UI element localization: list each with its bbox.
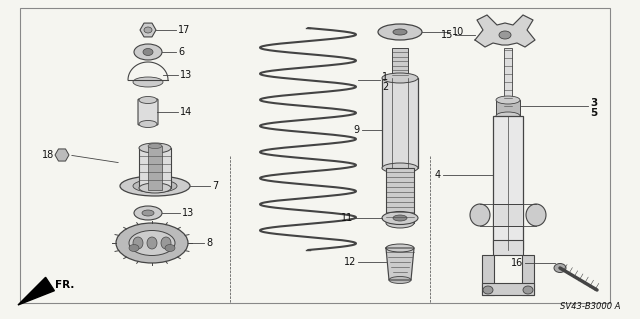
Ellipse shape [116, 223, 188, 263]
Ellipse shape [144, 27, 152, 33]
Bar [493, 204, 523, 226]
Ellipse shape [526, 204, 546, 226]
FancyBboxPatch shape [138, 99, 158, 125]
Ellipse shape [134, 206, 162, 220]
Ellipse shape [386, 244, 414, 252]
Text: FR.: FR. [55, 280, 74, 290]
Ellipse shape [386, 218, 414, 228]
Ellipse shape [139, 121, 157, 128]
Ellipse shape [129, 244, 139, 251]
Ellipse shape [142, 210, 154, 216]
Bar [504, 48, 512, 108]
Text: 4: 4 [435, 170, 441, 180]
Text: 14: 14 [180, 107, 192, 117]
Bar [392, 48, 408, 80]
Ellipse shape [139, 97, 157, 103]
Bar [496, 100, 520, 116]
Text: 11: 11 [340, 213, 353, 223]
Text: 16: 16 [511, 258, 523, 268]
Text: 13: 13 [182, 208, 195, 218]
Ellipse shape [496, 96, 520, 104]
Ellipse shape [554, 263, 566, 272]
Ellipse shape [165, 244, 175, 251]
Ellipse shape [382, 163, 418, 173]
Bar [493, 116, 523, 250]
Text: 5: 5 [590, 108, 597, 118]
Polygon shape [475, 15, 535, 47]
Ellipse shape [496, 112, 520, 120]
Bar [482, 283, 534, 295]
Ellipse shape [393, 29, 407, 35]
Text: 8: 8 [206, 238, 212, 248]
Ellipse shape [148, 144, 162, 149]
Text: 3: 3 [590, 98, 597, 108]
Bar [148, 146, 162, 190]
Ellipse shape [483, 286, 493, 294]
Ellipse shape [470, 204, 490, 226]
Ellipse shape [139, 183, 171, 193]
Polygon shape [386, 248, 414, 280]
Ellipse shape [147, 237, 157, 249]
Text: 9: 9 [354, 125, 360, 135]
Ellipse shape [382, 211, 418, 225]
Text: 17: 17 [178, 25, 190, 35]
Ellipse shape [499, 31, 511, 39]
Ellipse shape [523, 286, 533, 294]
Text: SV43-B3000 A: SV43-B3000 A [559, 302, 620, 311]
Text: 13: 13 [180, 70, 192, 80]
Bar [493, 240, 523, 255]
Bar [382, 78, 418, 168]
Text: 7: 7 [212, 181, 218, 191]
Ellipse shape [134, 44, 162, 60]
Text: 10: 10 [452, 27, 464, 37]
Ellipse shape [382, 73, 418, 83]
Text: 1: 1 [382, 72, 388, 82]
Ellipse shape [133, 237, 143, 249]
Ellipse shape [378, 24, 422, 40]
Ellipse shape [143, 48, 153, 56]
Bar [139, 148, 171, 188]
Text: 12: 12 [344, 257, 356, 267]
Polygon shape [18, 277, 54, 305]
Ellipse shape [389, 277, 411, 284]
Text: 18: 18 [42, 150, 54, 160]
Ellipse shape [129, 231, 175, 256]
Ellipse shape [133, 180, 177, 192]
Bar [386, 168, 414, 223]
Ellipse shape [139, 143, 171, 153]
Text: 15: 15 [440, 30, 453, 40]
Bar [522, 255, 534, 295]
Ellipse shape [161, 237, 171, 249]
Ellipse shape [133, 77, 163, 87]
Bar [482, 255, 494, 295]
Text: 6: 6 [178, 47, 184, 57]
Ellipse shape [393, 215, 407, 221]
Ellipse shape [120, 176, 190, 196]
Text: 2: 2 [382, 82, 388, 92]
